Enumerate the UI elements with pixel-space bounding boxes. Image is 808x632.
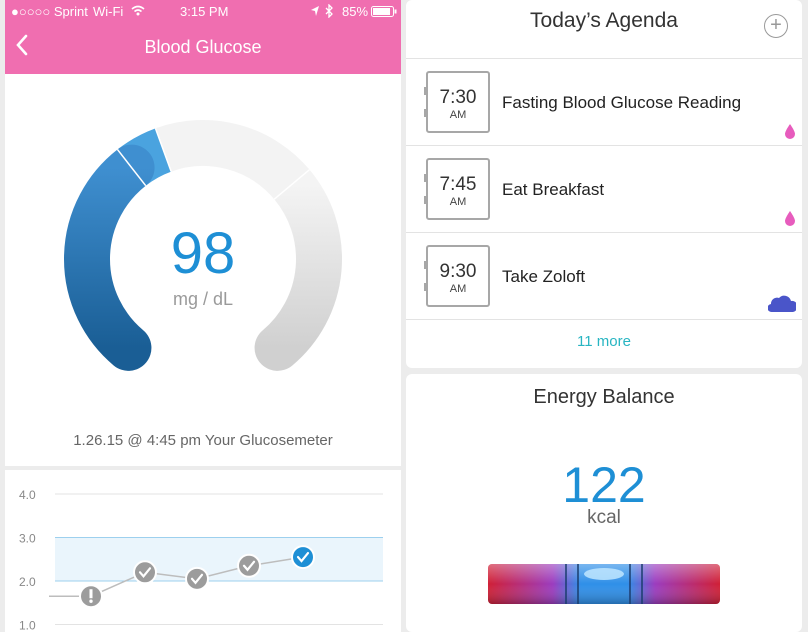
nav-bar: Blood Glucose	[5, 22, 401, 74]
clock-icon: 9:30 AM	[424, 245, 490, 307]
bluetooth-icon	[325, 4, 333, 18]
energy-balance-card: Energy Balance 122 kcal	[406, 374, 802, 632]
data-point[interactable]	[291, 545, 315, 570]
divider	[406, 319, 802, 320]
check-icon	[138, 567, 152, 579]
gauge-target-segment	[155, 120, 310, 200]
agenda-item-ampm: AM	[449, 109, 467, 121]
carrier-label: ●○○○○ Sprint	[11, 4, 88, 19]
warning-icon	[89, 589, 93, 599]
y-tick-label: 1.0	[19, 619, 36, 632]
wifi-icon	[131, 5, 145, 16]
data-point[interactable]	[185, 566, 209, 591]
glucose-trend-chart: 4.0 3.0 2.0 1.0	[5, 470, 401, 632]
divider	[5, 466, 401, 470]
page-title: Blood Glucose	[144, 37, 262, 57]
agenda-item-ampm: AM	[449, 196, 467, 208]
check-icon	[296, 551, 310, 563]
target-band	[55, 537, 383, 581]
agenda-title: Today’s Agenda	[530, 9, 678, 32]
balance-level-icon	[488, 564, 720, 604]
chevron-left-icon[interactable]	[15, 34, 29, 56]
trend-plot: 4.0 3.0 2.0 1.0	[19, 488, 383, 632]
blood-glucose-panel: ●○○○○ Sprint Wi-Fi 3:15 PM 85% Blood Glu…	[5, 0, 401, 632]
gauge-tick	[273, 169, 310, 200]
gauge-low-segment	[64, 144, 155, 371]
agenda-item-label: Eat Breakfast	[502, 180, 605, 199]
status-bar: ●○○○○ Sprint Wi-Fi 3:15 PM 85%	[5, 0, 401, 22]
clock-icon: 7:45 AM	[424, 158, 490, 220]
agenda-item[interactable]: 7:45 AM Eat Breakfast	[406, 145, 802, 232]
y-tick-label: 4.0	[19, 488, 36, 502]
glucose-unit: mg / dL	[172, 289, 234, 309]
check-icon	[190, 573, 204, 585]
network-label: Wi-Fi	[93, 4, 124, 19]
gauge-high-segment	[254, 161, 342, 371]
glucose-value: 98	[170, 221, 236, 286]
gauge-tick	[116, 149, 147, 187]
location-icon	[311, 6, 319, 16]
pill-cloud-icon	[768, 295, 796, 313]
energy-value: 122	[562, 457, 646, 513]
agenda-card: Today’s Agenda + 7:30 AM Fasting Blood G…	[406, 0, 802, 368]
energy-title: Energy Balance	[533, 386, 675, 408]
battery-percent: 85%	[342, 4, 369, 19]
y-tick-label: 2.0	[19, 575, 36, 589]
warning-icon-dot	[89, 599, 93, 603]
glucose-gauge: 98 mg / dL 1.26.15 @ 4:45 pm Your Glucos…	[5, 74, 401, 466]
data-point[interactable]	[237, 553, 261, 578]
clock-label: 3:15 PM	[180, 4, 229, 19]
plus-circle-icon[interactable]: +	[764, 14, 788, 38]
gauge-ring	[64, 120, 342, 371]
data-point[interactable]	[133, 560, 157, 585]
agenda-item-label: Fasting Blood Glucose Reading	[502, 93, 742, 112]
drop-icon	[785, 124, 795, 139]
agenda-item-time: 7:30	[439, 87, 477, 108]
agenda-item[interactable]: 9:30 AM Take Zoloft	[406, 232, 802, 319]
agenda-item-time: 7:45	[439, 174, 477, 195]
agenda-item-time: 9:30	[439, 261, 477, 282]
y-tick-label: 3.0	[19, 532, 36, 546]
more-link[interactable]: 11 more	[577, 333, 631, 350]
drop-icon	[785, 211, 795, 226]
reading-timestamp: 1.26.15 @ 4:45 pm Your Glucosemeter	[73, 432, 333, 449]
check-icon	[242, 560, 256, 572]
gauge-tick	[154, 128, 172, 172]
agenda-item-ampm: AM	[449, 283, 467, 295]
agenda-item[interactable]: 7:30 AM Fasting Blood Glucose Reading	[406, 58, 802, 145]
agenda-item-label: Take Zoloft	[502, 267, 586, 286]
battery-icon	[371, 6, 397, 17]
clock-icon: 7:30 AM	[424, 71, 490, 133]
energy-unit: kcal	[587, 507, 621, 528]
